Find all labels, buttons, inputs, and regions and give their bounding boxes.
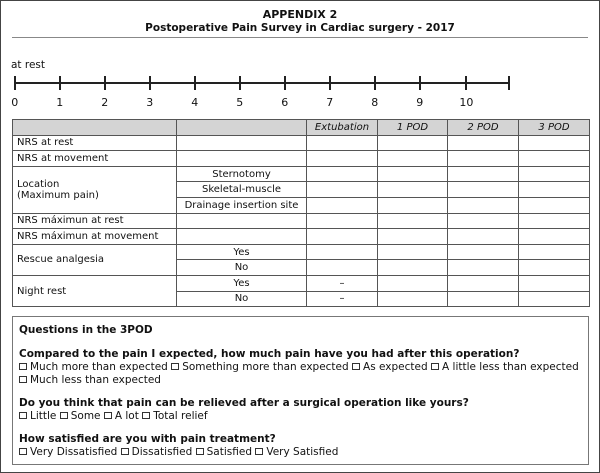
table-row: Night rest Yes – bbox=[12, 274, 590, 308]
table-row: Rescue analgesia Yes bbox=[12, 243, 590, 276]
row-label: NRS máximun at rest bbox=[12, 212, 177, 230]
sub-label: Skeletal-muscle bbox=[176, 181, 307, 198]
option-label: Dissatisfied bbox=[131, 446, 193, 458]
na-dash: – bbox=[306, 290, 378, 308]
scale-tick-label: 9 bbox=[416, 96, 424, 109]
na-dash: – bbox=[306, 274, 378, 292]
scale-tick bbox=[59, 76, 61, 90]
checkbox[interactable] bbox=[59, 412, 68, 419]
option-label: Very Dissatisfied bbox=[30, 446, 118, 458]
question-2-options: Little Some A lot Total relief bbox=[19, 410, 208, 422]
col-header-1pod: 1 POD bbox=[377, 119, 448, 136]
option-label: A lot bbox=[114, 410, 139, 422]
header-divider bbox=[12, 37, 588, 38]
page-subtitle: Postoperative Pain Survey in Cardiac sur… bbox=[145, 22, 455, 34]
col-header bbox=[176, 119, 307, 136]
scale-tick bbox=[104, 76, 106, 90]
scale-tick-label: 5 bbox=[236, 96, 244, 109]
table-row: NRS máximun at movement bbox=[12, 228, 590, 245]
scale-tick bbox=[465, 76, 467, 90]
checkbox[interactable] bbox=[19, 363, 27, 370]
row-label: Night rest bbox=[12, 274, 177, 308]
table-row: Location (Maximum pain) Sternotomy bbox=[12, 165, 590, 214]
scale-tick-label: 10 bbox=[459, 96, 474, 109]
checkbox[interactable] bbox=[103, 412, 112, 419]
pain-table: Extubation 1 POD 2 POD 3 POD NRS at rest… bbox=[12, 119, 590, 308]
scale-tick-label: 0 bbox=[11, 96, 19, 109]
table-row: NRS máximun at rest bbox=[12, 212, 590, 230]
sub-label: Sternotomy bbox=[176, 165, 307, 183]
question-1-options: Much less than expected bbox=[19, 374, 161, 386]
sub-label: No bbox=[176, 259, 307, 276]
col-header-3pod: 3 POD bbox=[518, 119, 590, 136]
checkbox[interactable] bbox=[255, 448, 264, 455]
table-row: NRS at rest bbox=[12, 134, 590, 152]
row-label: NRS at movement bbox=[12, 150, 177, 167]
option-label: Total relief bbox=[153, 410, 208, 422]
option-label: Very Satisfied bbox=[266, 446, 339, 458]
page-title: APPENDIX 2 bbox=[262, 8, 338, 21]
table-row: No – bbox=[13, 290, 590, 308]
checkbox[interactable] bbox=[19, 448, 27, 455]
questions-title: Questions in the 3POD bbox=[19, 324, 153, 336]
checkbox[interactable] bbox=[195, 448, 204, 455]
col-header-extubation: Extubation bbox=[306, 119, 378, 136]
col-header bbox=[12, 119, 177, 136]
question-2: Do you think that pain can be relieved a… bbox=[19, 397, 469, 409]
option-label: Little bbox=[30, 410, 57, 422]
scale-tick-label: 2 bbox=[101, 96, 109, 109]
question-1: Compared to the pain I expected, how muc… bbox=[19, 348, 520, 360]
sub-label: Yes bbox=[176, 243, 307, 261]
scale-tick bbox=[508, 76, 510, 90]
question-3-options: Very Dissatisfied Dissatisfied Satisfied… bbox=[19, 446, 338, 458]
scale-tick bbox=[149, 76, 151, 90]
scale-tick-label: 7 bbox=[326, 96, 334, 109]
scale-tick bbox=[419, 76, 421, 90]
row-label: NRS at rest bbox=[12, 134, 177, 152]
row-label: Rescue analgesia bbox=[12, 243, 177, 276]
option-label: As expected bbox=[363, 361, 428, 373]
col-header-2pod: 2 POD bbox=[447, 119, 519, 136]
option-label: Much more than expected bbox=[30, 361, 168, 373]
scale-tick bbox=[14, 76, 16, 90]
scale-tick bbox=[284, 76, 286, 90]
question-3: How satisfied are you with pain treatmen… bbox=[19, 433, 276, 445]
option-label: Some bbox=[70, 410, 101, 422]
questions-box: Questions in the 3POD Compared to the pa… bbox=[12, 316, 589, 465]
row-label-location: Location (Maximum pain) bbox=[12, 165, 177, 214]
scale-label: at rest bbox=[11, 59, 46, 71]
scale-tick bbox=[329, 76, 331, 90]
option-label: Something more than expected bbox=[182, 361, 349, 373]
option-label: Satisfied bbox=[206, 446, 252, 458]
checkbox[interactable] bbox=[431, 363, 439, 370]
question-1-options: Much more than expected Something more t… bbox=[19, 361, 579, 373]
scale-tick bbox=[194, 76, 196, 90]
option-label: Much less than expected bbox=[30, 374, 161, 386]
checkbox[interactable] bbox=[352, 363, 361, 370]
table-header-row: Extubation 1 POD 2 POD 3 POD bbox=[12, 119, 590, 136]
table-row: NRS at movement bbox=[12, 150, 590, 167]
sub-label: Drainage insertion site bbox=[176, 196, 307, 214]
pain-scale-line bbox=[14, 82, 509, 84]
option-label: A little less than expected bbox=[442, 361, 579, 373]
checkbox[interactable] bbox=[19, 412, 27, 419]
scale-tick-label: 6 bbox=[281, 96, 289, 109]
scale-tick-label: 3 bbox=[146, 96, 154, 109]
sub-label: Yes bbox=[176, 274, 307, 292]
row-label: NRS máximun at movement bbox=[12, 228, 177, 245]
scale-tick bbox=[374, 76, 376, 90]
sub-label: No bbox=[176, 290, 307, 308]
scale-tick bbox=[239, 76, 241, 90]
scale-tick-label: 8 bbox=[371, 96, 379, 109]
checkbox[interactable] bbox=[171, 363, 180, 370]
scale-tick-label: 4 bbox=[191, 96, 199, 109]
scale-tick-label: 1 bbox=[56, 96, 64, 109]
table-row: No bbox=[13, 259, 590, 276]
checkbox[interactable] bbox=[120, 448, 129, 455]
checkbox[interactable] bbox=[19, 376, 27, 383]
checkbox[interactable] bbox=[142, 412, 151, 419]
